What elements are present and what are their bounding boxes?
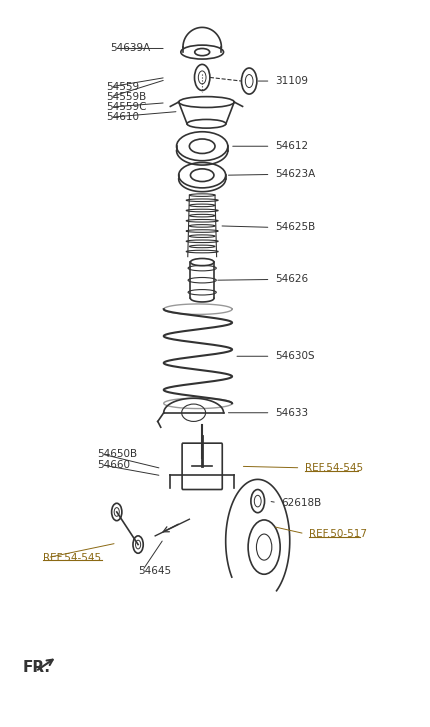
Text: REF.54-545: REF.54-545 (305, 463, 363, 473)
Text: 54610: 54610 (106, 112, 139, 122)
Text: 54639A: 54639A (111, 44, 150, 54)
Text: 54625B: 54625B (275, 222, 315, 233)
Text: 31109: 31109 (275, 76, 308, 86)
Text: 54633: 54633 (275, 408, 308, 418)
Text: 54660: 54660 (98, 460, 131, 470)
Text: 54626: 54626 (275, 275, 308, 284)
Text: 62618B: 62618B (281, 497, 322, 507)
Text: 54650B: 54650B (98, 449, 138, 459)
Text: REF.50-517: REF.50-517 (309, 529, 367, 539)
Text: 54559: 54559 (106, 82, 139, 92)
Text: 54645: 54645 (138, 566, 171, 576)
Text: REF.54-545: REF.54-545 (43, 553, 101, 563)
Text: 54559B: 54559B (106, 92, 146, 102)
Text: 54623A: 54623A (275, 169, 315, 180)
Text: 54630S: 54630S (275, 351, 314, 361)
Text: 54612: 54612 (275, 141, 308, 151)
Text: 54559C: 54559C (106, 102, 147, 112)
Text: FR.: FR. (23, 660, 51, 675)
